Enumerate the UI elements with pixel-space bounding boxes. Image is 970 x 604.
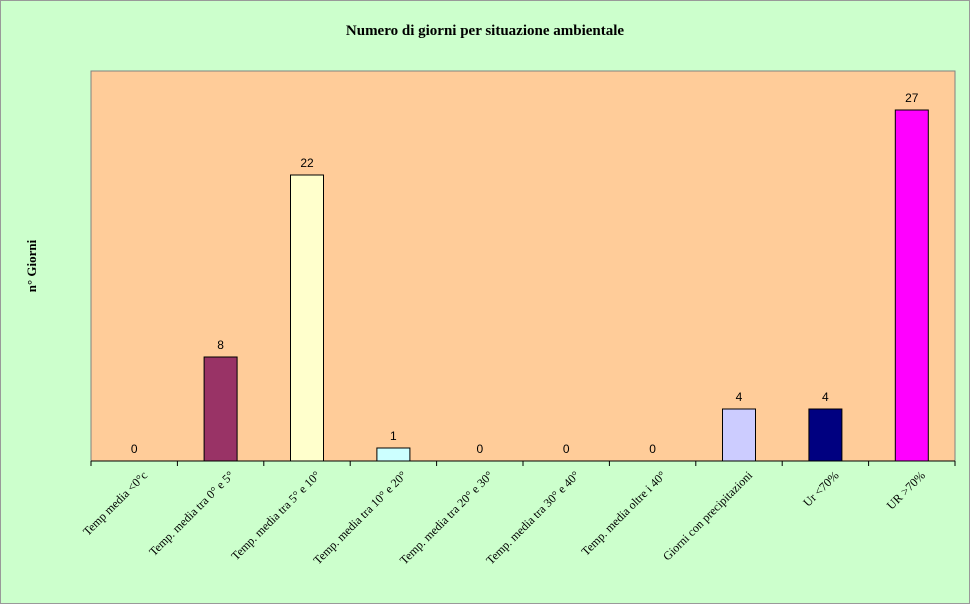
data-label-2: 22 [300, 156, 314, 170]
x-tick-label-3: Temp. media tra 10° e 20° [310, 468, 409, 567]
data-label-9: 27 [905, 91, 919, 105]
x-tick-label-5: Temp. media tra 30° e 40° [483, 468, 582, 567]
bar-3 [376, 447, 411, 462]
data-label-3: 1 [390, 429, 397, 443]
data-label-7: 4 [736, 390, 743, 404]
x-tick-label-7: Giorni con precipitazioni [660, 468, 756, 564]
x-tick-label-8: Ur <70% [800, 468, 841, 509]
x-tick-label-9: UR >70% [884, 468, 928, 512]
x-tick-label-1: Temp. media tra 0° e 5° [146, 468, 237, 559]
bar-2 [290, 174, 324, 462]
x-tick-label-0: Temp media <0°c [80, 468, 150, 538]
x-tick-label-2: Temp. media tra 5° e 10° [228, 468, 323, 563]
data-label-8: 4 [822, 390, 829, 404]
data-label-4: 0 [476, 442, 483, 456]
bar-1 [203, 356, 238, 462]
bar-8 [808, 408, 843, 462]
x-tick-label-4: Temp. media tra 20° e 30° [397, 468, 496, 567]
data-label-0: 0 [131, 442, 138, 456]
data-label-1: 8 [217, 338, 224, 352]
data-label-5: 0 [563, 442, 570, 456]
data-label-6: 0 [649, 442, 656, 456]
bar-9 [894, 109, 929, 462]
bar-7 [722, 408, 756, 462]
chart-title: Numero di giorni per situazione ambienta… [345, 23, 625, 39]
x-tick-label-6: Temp. media oltre i 40° [578, 468, 668, 558]
